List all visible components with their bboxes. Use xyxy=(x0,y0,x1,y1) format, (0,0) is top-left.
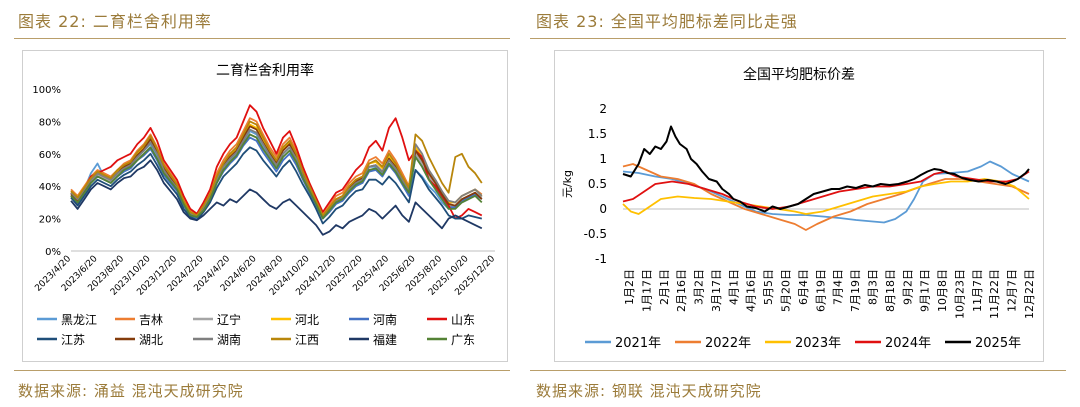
right-figure-caption: 图表 23: 全国平均肥标差同比走强 xyxy=(536,12,798,31)
left-figure-caption: 图表 22: 二育栏舍利用率 xyxy=(18,12,212,31)
x-tick-label: 3月17日 xyxy=(710,269,723,312)
x-tick-label: 6月4日 xyxy=(797,269,810,305)
series-line-1 xyxy=(622,163,1030,231)
chart-title: 二育栏舍利用率 xyxy=(216,62,314,79)
price-spread-line-chart: 全国平均肥标价差 -1 -0.5 0 0.5 1 1.5 2 元/kg 1月2日 1月17日 2月1日… xyxy=(561,66,1036,351)
y-tick-label: 80% xyxy=(39,117,61,128)
x-tick-label: 9月2日 xyxy=(901,269,914,305)
legend-label: 吉林 xyxy=(139,313,163,327)
x-tick-label: 12月22日 xyxy=(1023,269,1036,319)
x-tick-label: 7月19日 xyxy=(849,269,862,312)
y-tick-label: 0% xyxy=(45,247,61,258)
legend-label: 2023年 xyxy=(795,336,841,351)
series-line-0 xyxy=(622,160,1030,224)
x-tick-label: 11月22日 xyxy=(988,269,1001,319)
legend-label: 福建 xyxy=(373,332,397,347)
y-tick-label: 1.5 xyxy=(588,127,607,141)
left-top-rule xyxy=(14,38,510,39)
left-data-source: 数据来源: 涌益 混沌天成研究院 xyxy=(18,382,244,400)
x-tick-label: 2月1日 xyxy=(658,269,671,305)
legend-label: 广东 xyxy=(451,333,475,347)
y-tick-label: 0 xyxy=(599,202,607,216)
occupancy-line-chart: 二育栏舍利用率0%20%40%60%80%100%2023/4/202023/6… xyxy=(32,62,497,347)
x-tick-label: 10月8日 xyxy=(936,269,949,312)
right-data-source: 数据来源: 钢联 混沌天成研究院 xyxy=(536,382,762,400)
x-tick-label: 12月7日 xyxy=(1006,269,1019,312)
legend-label: 2021年 xyxy=(615,336,661,351)
right-bottom-rule xyxy=(530,370,1066,371)
y-tick-label: 1 xyxy=(599,152,607,166)
legend-label: 山东 xyxy=(451,313,475,327)
x-tick-label: 9月17日 xyxy=(919,269,932,312)
x-tick-label: 5月20日 xyxy=(780,269,793,312)
y-tick-label: 0.5 xyxy=(588,177,607,191)
legend-label: 江苏 xyxy=(61,333,85,347)
series-line-6 xyxy=(70,146,483,225)
y-tick-label: 100% xyxy=(32,85,61,96)
x-tick-label: 10月23日 xyxy=(953,269,966,319)
legend-label: 江西 xyxy=(295,333,319,347)
x-tick-label: 7月4日 xyxy=(832,269,845,305)
x-tick-label: 1月17日 xyxy=(640,269,653,312)
series-line-11 xyxy=(70,133,483,220)
x-tick-label: 1月2日 xyxy=(623,269,636,305)
x-tick-label: 3月2日 xyxy=(693,269,706,305)
series-line-8 xyxy=(70,128,483,218)
x-tick-label: 8月18日 xyxy=(884,269,897,312)
legend-label: 河南 xyxy=(373,312,397,327)
left-bottom-rule xyxy=(14,370,510,371)
series-line-10 xyxy=(70,159,483,236)
x-tick-label: 2月16日 xyxy=(675,269,688,312)
legend-label: 黑龙江 xyxy=(61,313,97,327)
legend-label: 2025年 xyxy=(975,336,1021,351)
y-tick-label: 40% xyxy=(39,182,61,193)
chart-title: 全国平均肥标价差 xyxy=(743,66,855,83)
y-axis-label: 元/kg xyxy=(561,170,574,198)
x-tick-label: 5月5日 xyxy=(762,269,775,305)
y-tick-label: 60% xyxy=(39,150,61,161)
y-tick-label: -1 xyxy=(595,252,607,266)
legend-label: 湖南 xyxy=(217,332,241,347)
x-tick-label: 8月3日 xyxy=(866,269,879,305)
legend-label: 辽宁 xyxy=(217,312,241,327)
series-line-2 xyxy=(622,178,1030,215)
legend-label: 河北 xyxy=(295,313,319,327)
legend-label: 2024年 xyxy=(885,336,931,351)
y-tick-label: -0.5 xyxy=(584,227,607,241)
x-tick-label: 4月16日 xyxy=(745,269,758,312)
x-tick-label: 6月19日 xyxy=(814,269,827,312)
series-line-4 xyxy=(622,125,1030,213)
series-line-9 xyxy=(70,120,483,217)
left-chart-panel: 二育栏舍利用率 0% 20% 40% 60% 80% 100% 2023/4/20 2023/6… xyxy=(22,50,508,362)
y-tick-label: 20% xyxy=(39,215,61,226)
x-tick-label: 11月7日 xyxy=(971,269,984,312)
right-top-rule xyxy=(530,38,1066,39)
legend-label: 湖北 xyxy=(139,332,163,347)
legend-label: 2022年 xyxy=(705,336,751,351)
x-tick-label: 4月1日 xyxy=(727,269,740,305)
y-tick-label: 2 xyxy=(599,102,607,116)
right-chart-panel: 全国平均肥标价差 -1 -0.5 0 0.5 1 1.5 2 元/kg 1月2日 1月17日 2月1日… xyxy=(554,50,1044,362)
